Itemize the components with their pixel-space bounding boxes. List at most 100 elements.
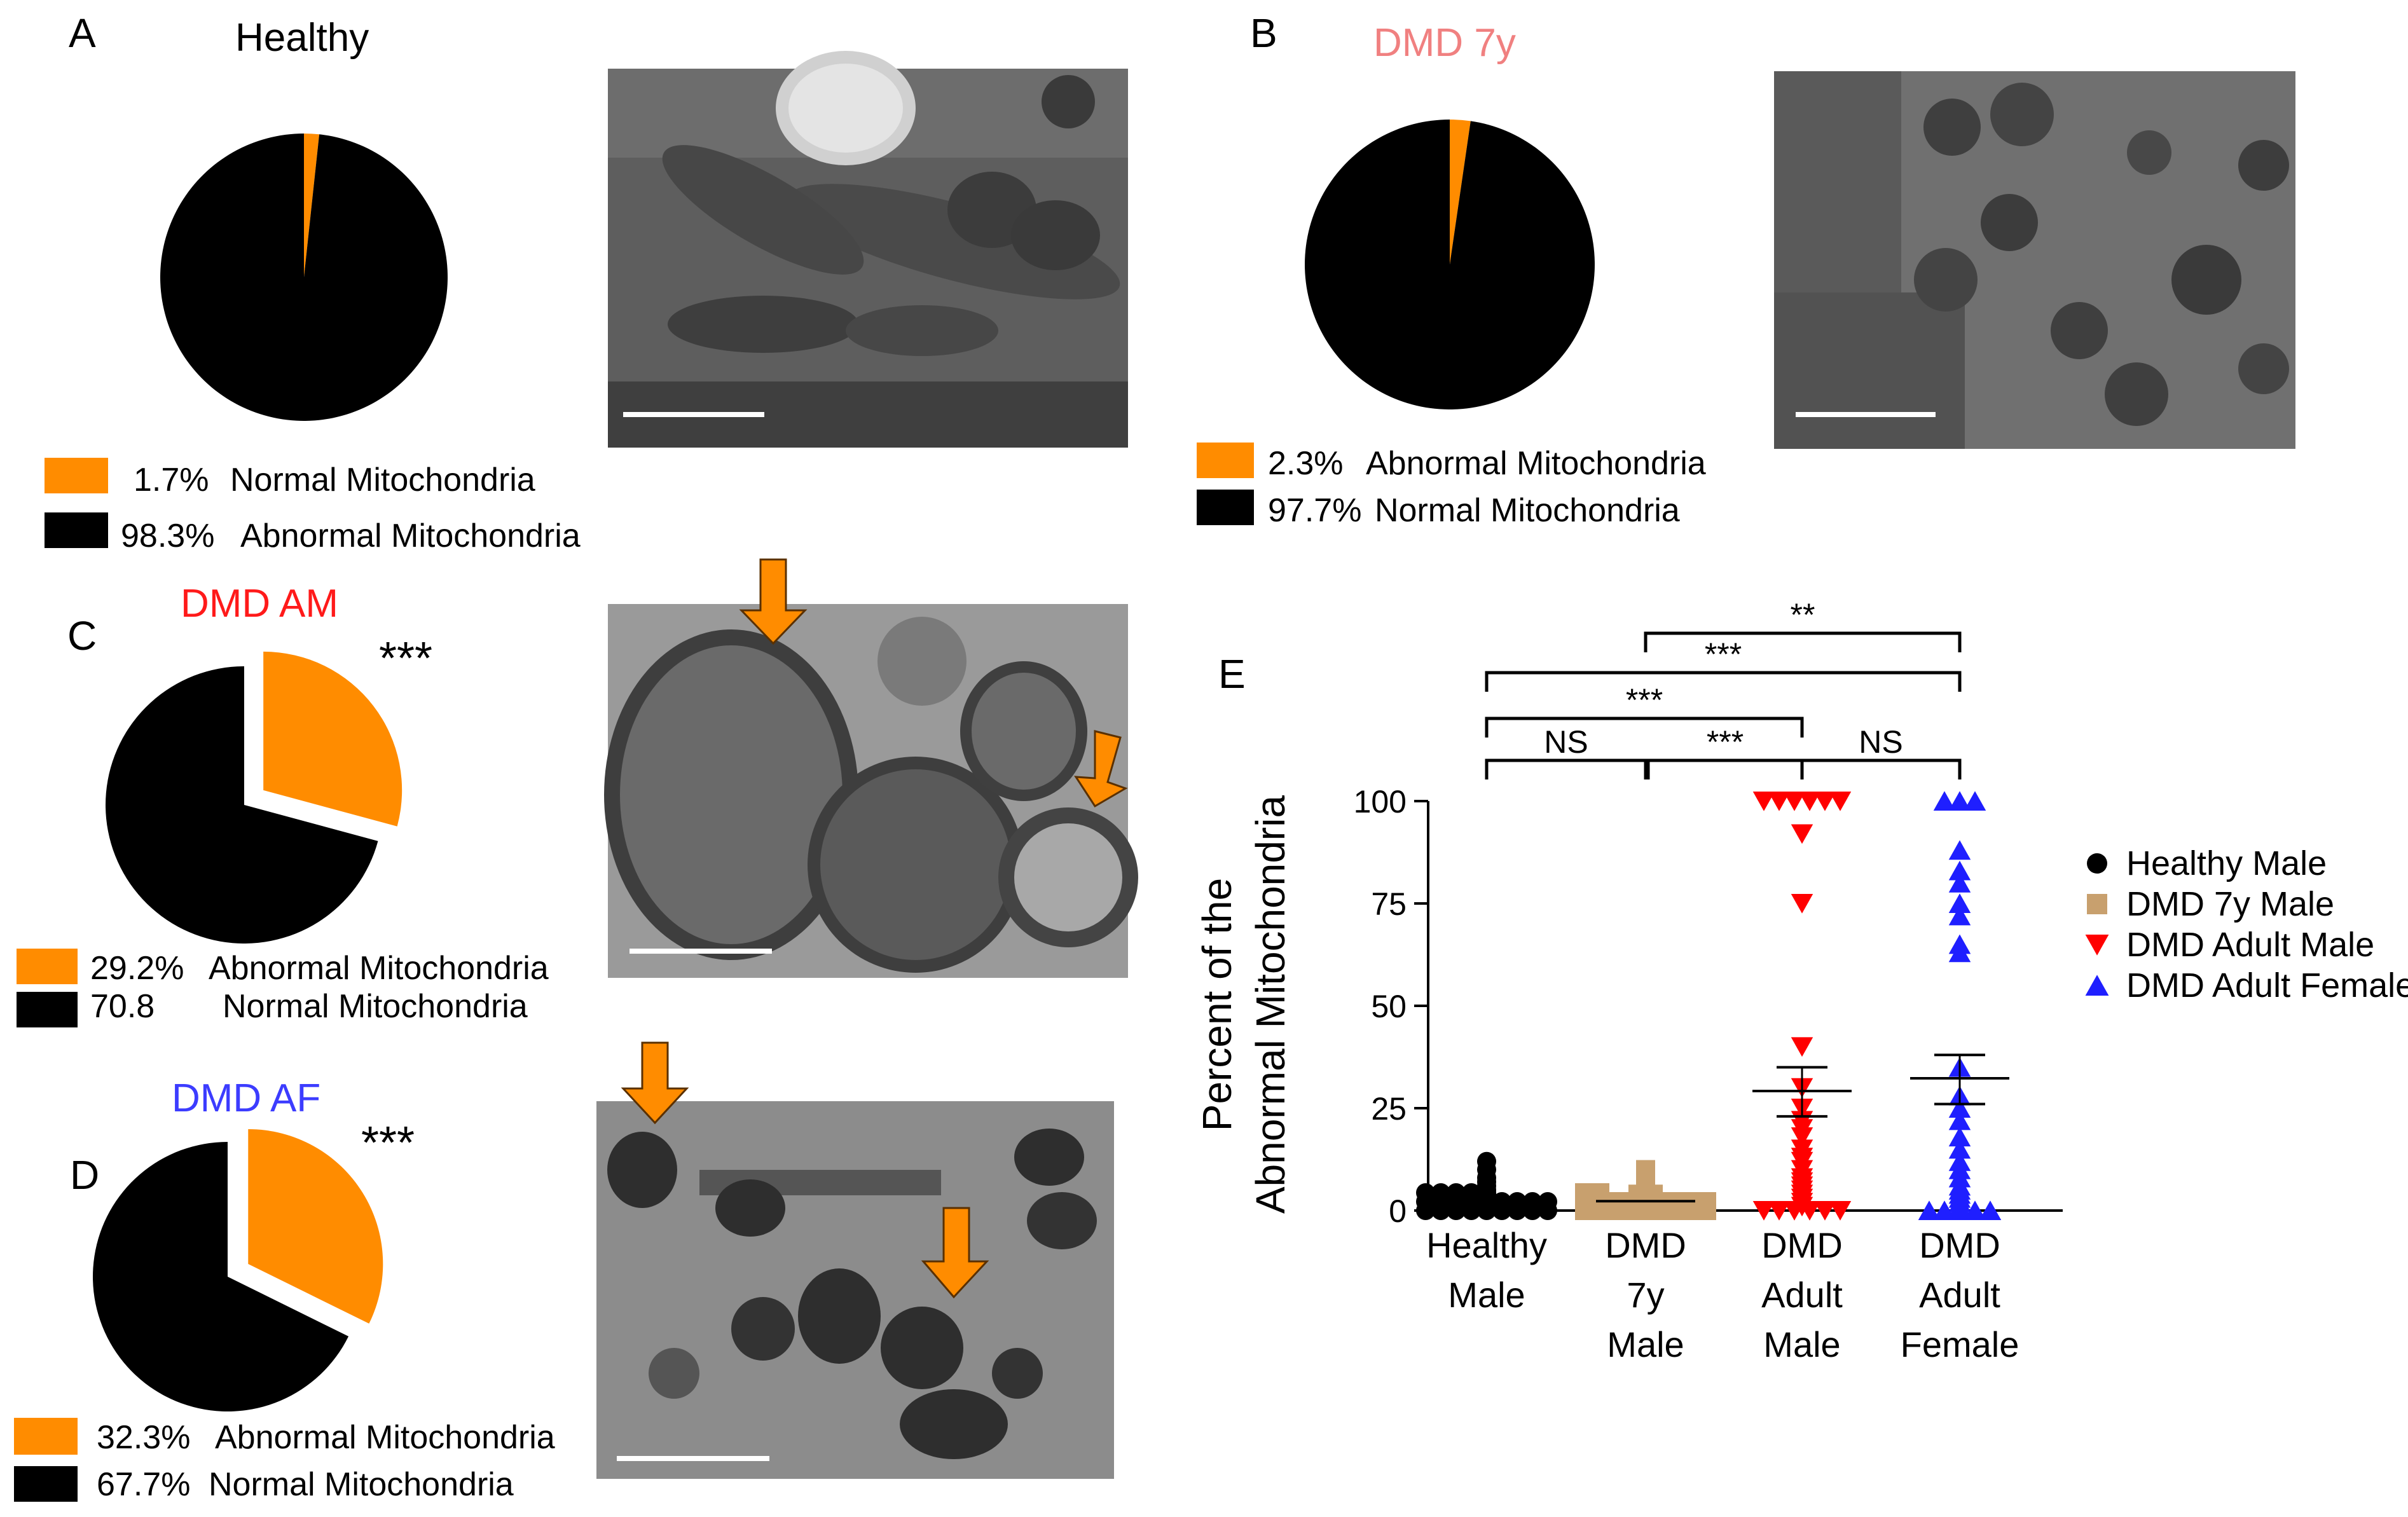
y-tick-label: 0 bbox=[1389, 1193, 1407, 1229]
x-tick-label: Healthy bbox=[1426, 1225, 1547, 1265]
y-tick-label: 25 bbox=[1371, 1091, 1407, 1127]
pie-chart-dmd-am bbox=[105, 651, 402, 944]
panel-d: D DMD AF *** 32.3% Abnormal Mitochondria… bbox=[14, 1041, 1114, 1503]
pie-chart-dmd-af bbox=[92, 1129, 383, 1411]
scale-bar bbox=[623, 412, 764, 417]
data-point bbox=[1783, 1201, 1806, 1221]
legend-pct: 70.8 bbox=[90, 988, 155, 1025]
data-point bbox=[1948, 893, 1971, 913]
scatter-chart: 0 25 50 75 100 Percent of the Abnormal Mitocho… bbox=[1194, 597, 2408, 1364]
legend-swatch-orange bbox=[14, 1418, 78, 1455]
scale-bar bbox=[1796, 412, 1936, 417]
data-point bbox=[1697, 1192, 1716, 1211]
legend-marker bbox=[2085, 935, 2109, 956]
significance-label: *** bbox=[1626, 682, 1663, 718]
arrow-marker bbox=[921, 1207, 989, 1299]
data-point bbox=[1416, 1183, 1435, 1202]
data-point bbox=[1768, 792, 1791, 811]
panel-c: C DMD AM *** 29.2% Abnormal Mitochondria… bbox=[17, 558, 1138, 1027]
x-tick-label: Adult bbox=[1761, 1275, 1843, 1315]
pie-chart-dmd-7y bbox=[1305, 120, 1595, 409]
y-axis-label: Abnormal Mitochondria bbox=[1248, 795, 1293, 1214]
panel-letter-b: B bbox=[1250, 10, 1277, 56]
legend-label: DMD Adult Male bbox=[2126, 926, 2374, 964]
significance-label: NS bbox=[1859, 724, 1902, 760]
data-point bbox=[1791, 1037, 1813, 1057]
data-point bbox=[1492, 1192, 1511, 1211]
legend-pct: 32.3% bbox=[97, 1419, 190, 1456]
legend-label: Normal Mitochondria bbox=[1375, 492, 1680, 529]
legend-label: Abnormal Mitochondria bbox=[215, 1419, 555, 1456]
pie-slice bbox=[263, 651, 402, 827]
significance-bracket bbox=[1644, 631, 1962, 652]
data-point bbox=[1979, 1200, 2002, 1220]
pie-slice bbox=[92, 1142, 349, 1411]
data-point bbox=[1933, 791, 1956, 811]
micrograph-healthy bbox=[608, 51, 1128, 448]
pie-chart-healthy bbox=[160, 134, 448, 421]
data-point bbox=[1791, 894, 1813, 914]
data-point bbox=[1948, 905, 1971, 926]
data-point bbox=[1948, 1110, 1971, 1130]
data-point bbox=[1948, 1200, 1971, 1220]
data-point bbox=[1768, 1201, 1791, 1221]
data-point bbox=[1752, 792, 1775, 811]
data-point bbox=[1948, 840, 1971, 860]
micrograph-dmd-af bbox=[596, 1101, 1114, 1479]
panel-e: E 0 25 50 75 100 Percent of the Abnormal Mitoc… bbox=[1194, 597, 2408, 1364]
scale-bar bbox=[630, 949, 772, 954]
significance-bracket bbox=[1485, 671, 1962, 692]
legend-pct: 67.7% bbox=[97, 1466, 190, 1503]
pie-title-dmd-7y: DMD 7y bbox=[1373, 21, 1516, 65]
data-point bbox=[1829, 1201, 1852, 1221]
legend-label: Abnormal Mitochondria bbox=[240, 518, 581, 554]
x-tick-label: DMD bbox=[1761, 1225, 1843, 1265]
data-point bbox=[1791, 1127, 1813, 1147]
legend-pct: 29.2% bbox=[90, 950, 184, 987]
data-point bbox=[1918, 1200, 1941, 1220]
panel-letter-e: E bbox=[1218, 651, 1246, 697]
data-point bbox=[1508, 1192, 1527, 1211]
data-point bbox=[1752, 1201, 1775, 1221]
pie-title-dmd-af: DMD AF bbox=[172, 1076, 320, 1120]
legend-swatch-orange bbox=[45, 458, 108, 493]
x-tick-label: DMD bbox=[1605, 1225, 1686, 1265]
data-point bbox=[1948, 1098, 1971, 1118]
legend-swatch-orange bbox=[1197, 443, 1254, 478]
significance-stars: *** bbox=[361, 1118, 415, 1169]
significance-label: NS bbox=[1544, 724, 1588, 760]
pie-slice bbox=[1450, 120, 1471, 264]
significance-stars: *** bbox=[379, 633, 432, 684]
x-tick-label: DMD bbox=[1919, 1225, 2000, 1265]
legend-pct: 97.7% bbox=[1268, 492, 1361, 529]
legend-label: Abnormal Mitochondria bbox=[1366, 445, 1706, 482]
significance-bracket bbox=[1485, 758, 1648, 779]
data-point bbox=[1964, 1200, 1986, 1220]
legend-label: Abnormal Mitochondria bbox=[209, 950, 549, 987]
legend-marker bbox=[2087, 894, 2107, 914]
y-tick-label: 50 bbox=[1371, 989, 1407, 1024]
pie-slice bbox=[304, 134, 320, 277]
legend-pct: 1.7% bbox=[134, 462, 209, 498]
data-point bbox=[1933, 1200, 1956, 1220]
data-point bbox=[1798, 792, 1821, 811]
data-point bbox=[1636, 1160, 1655, 1179]
significance-label: *** bbox=[1705, 636, 1742, 672]
x-tick-label: Male bbox=[1763, 1324, 1840, 1364]
data-point bbox=[1948, 1127, 1971, 1147]
legend-swatch-black bbox=[14, 1466, 78, 1502]
data-point bbox=[1462, 1183, 1481, 1202]
micrograph-dmd-am bbox=[604, 604, 1138, 978]
legend-swatch-black bbox=[1197, 490, 1254, 525]
pie-title-healthy: Healthy bbox=[235, 16, 369, 60]
legend-label: DMD Adult Female bbox=[2126, 966, 2408, 1005]
data-point bbox=[1590, 1183, 1609, 1202]
legend-label: Normal Mitochondria bbox=[223, 988, 528, 1025]
significance-bracket bbox=[1646, 758, 1804, 779]
pie-slice bbox=[105, 666, 378, 944]
x-tick-label: Female bbox=[1901, 1324, 2019, 1364]
micrograph-dmd-7y bbox=[1774, 71, 2295, 449]
legend-swatch-black bbox=[17, 992, 78, 1027]
